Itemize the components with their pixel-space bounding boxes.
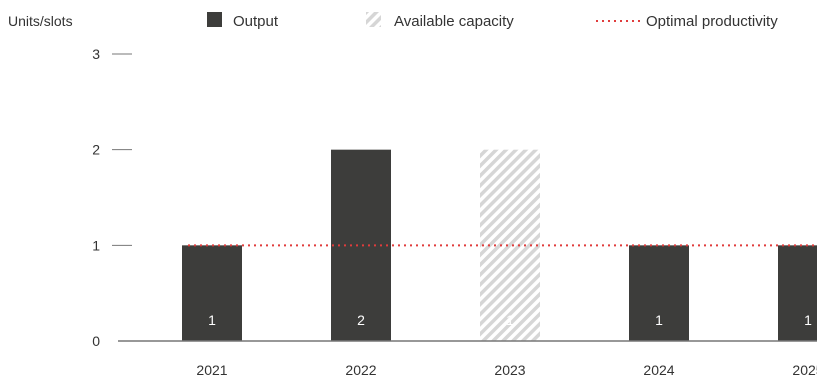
x-tick-label: 2021 xyxy=(196,362,227,378)
legend-swatch-output xyxy=(207,12,222,27)
bar-output xyxy=(778,245,817,341)
y-axis: 0 1 2 3 xyxy=(92,46,132,349)
bar-data-label: 2 xyxy=(357,312,365,328)
y-tick-label: 2 xyxy=(92,142,100,158)
x-axis: 2021 2022 2023 2024 2025 xyxy=(196,362,817,378)
y-tick-label: 1 xyxy=(92,237,100,253)
bar-data-label: 1 xyxy=(804,312,812,328)
y-axis-label: Units/slots xyxy=(8,13,73,29)
legend-label-available-capacity: Available capacity xyxy=(394,13,514,30)
legend-label-output: Output xyxy=(233,13,279,30)
bar-labels: 1 2 1 1 1 xyxy=(208,312,812,328)
y-tick-label: 3 xyxy=(92,46,100,62)
legend: Output Available capacity Optimal produc… xyxy=(207,12,778,30)
legend-swatch-available-capacity xyxy=(366,12,381,27)
legend-label-optimal-productivity: Optimal productivity xyxy=(646,13,778,30)
y-tick-label: 0 xyxy=(92,333,100,349)
x-tick-label: 2025 xyxy=(792,362,817,378)
x-tick-label: 2022 xyxy=(345,362,376,378)
bars xyxy=(182,149,817,341)
x-tick-label: 2024 xyxy=(643,362,674,378)
bar-data-label: 1 xyxy=(208,312,216,328)
x-tick-label: 2023 xyxy=(494,362,525,378)
bar-data-label: 1 xyxy=(655,312,663,328)
bar-output xyxy=(629,245,689,341)
bar-data-label: 1 xyxy=(506,312,514,328)
bar-output xyxy=(182,245,242,341)
